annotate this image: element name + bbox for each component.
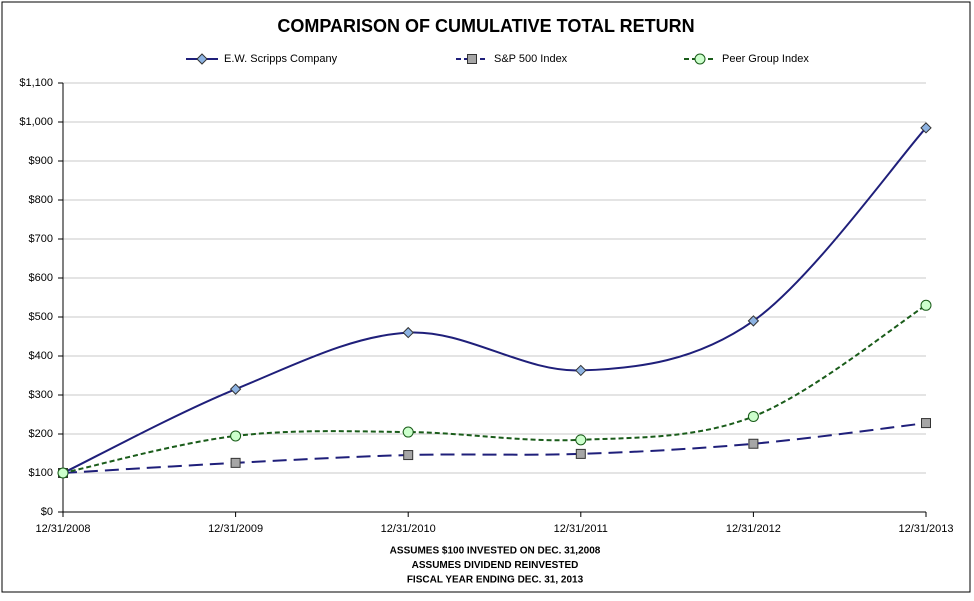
legend-label: S&P 500 Index	[494, 53, 568, 65]
series-line	[62, 127, 927, 474]
y-tick-label: $800	[29, 194, 53, 206]
marker	[403, 450, 414, 461]
series-line	[62, 304, 927, 474]
footnote: ASSUMES DIVIDEND REINVESTED	[412, 560, 579, 571]
legend-label: Peer Group Index	[722, 53, 809, 65]
marker	[748, 438, 759, 449]
marker	[230, 430, 242, 442]
x-tick-label: 12/31/2013	[898, 523, 953, 535]
y-tick-label: $500	[29, 311, 53, 323]
marker	[57, 467, 69, 479]
marker	[694, 53, 706, 65]
marker	[229, 383, 242, 395]
series-line	[62, 422, 927, 474]
legend-label: E.W. Scripps Company	[224, 53, 338, 65]
y-tick-label: $600	[29, 272, 53, 284]
marker	[196, 53, 208, 65]
y-tick-label: $200	[29, 428, 53, 440]
y-tick-label: $700	[29, 233, 53, 245]
x-tick-label: 12/31/2010	[381, 523, 436, 535]
y-tick-label: $900	[29, 155, 53, 167]
marker	[747, 315, 760, 327]
chart-title: COMPARISON OF CUMULATIVE TOTAL RETURN	[277, 16, 694, 36]
x-tick-label: 12/31/2009	[208, 523, 263, 535]
marker	[575, 448, 586, 459]
x-tick-label: 12/31/2011	[554, 523, 608, 535]
footnote: ASSUMES $100 INVESTED ON DEC. 31,2008	[390, 546, 601, 557]
marker	[747, 410, 759, 422]
y-tick-label: $100	[29, 467, 53, 479]
marker	[230, 457, 241, 468]
y-tick-label: $1,100	[19, 77, 53, 89]
marker	[467, 54, 477, 64]
y-tick-label: $400	[29, 350, 53, 362]
y-tick-label: $1,000	[19, 116, 53, 128]
marker	[920, 122, 932, 134]
marker	[575, 434, 587, 446]
x-tick-label: 12/31/2012	[726, 523, 781, 535]
marker	[402, 326, 414, 339]
footnote: FISCAL YEAR ENDING DEC. 31, 2013	[407, 575, 584, 586]
y-tick-label: $300	[29, 389, 53, 401]
x-tick-label: 12/31/2008	[35, 523, 90, 535]
marker	[921, 418, 931, 429]
y-tick-label: $0	[41, 506, 53, 518]
marker	[575, 364, 587, 377]
marker	[402, 426, 414, 438]
marker	[920, 299, 932, 311]
